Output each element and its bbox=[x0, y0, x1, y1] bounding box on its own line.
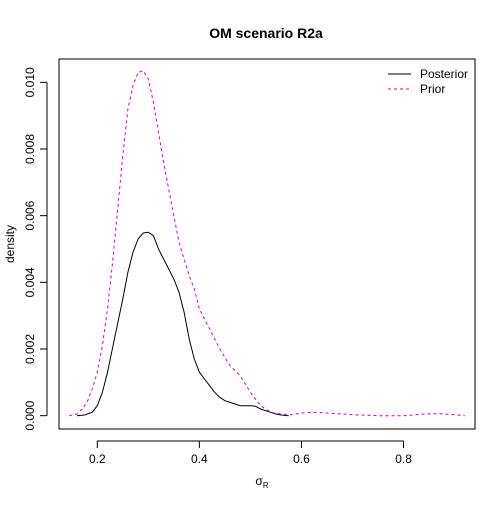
y-tick-label: 0.006 bbox=[23, 200, 37, 230]
x-tick-label: 0.4 bbox=[191, 452, 208, 466]
y-tick-label: 0.008 bbox=[23, 134, 37, 164]
x-axis-label: σR bbox=[255, 474, 268, 490]
legend-label-prior: Prior bbox=[420, 82, 445, 96]
y-axis-label: density bbox=[3, 225, 17, 263]
x-tick-label: 0.2 bbox=[89, 452, 106, 466]
x-axis-label-subscript: R bbox=[263, 481, 269, 490]
y-tick-label: 0.000 bbox=[23, 400, 37, 430]
chart-title: OM scenario R2a bbox=[209, 25, 323, 41]
x-axis: 0.2 0.4 0.6 0.8 bbox=[89, 440, 412, 466]
x-tick-label: 0.8 bbox=[395, 452, 412, 466]
x-axis-label-symbol: σ bbox=[255, 474, 263, 488]
y-tick-label: 0.010 bbox=[23, 67, 37, 97]
legend-label-posterior: Posterior bbox=[420, 67, 468, 81]
legend: Posterior Prior bbox=[388, 67, 468, 96]
y-axis: 0.000 0.002 0.004 0.006 0.008 0.010 bbox=[23, 67, 48, 431]
y-tick-label: 0.004 bbox=[23, 267, 37, 297]
plot-frame bbox=[58, 58, 476, 430]
series-layer bbox=[69, 70, 465, 417]
x-tick-label: 0.6 bbox=[293, 452, 310, 466]
y-tick-label: 0.002 bbox=[23, 334, 37, 364]
series-line-prior bbox=[69, 70, 465, 417]
series-line-posterior bbox=[76, 231, 289, 417]
